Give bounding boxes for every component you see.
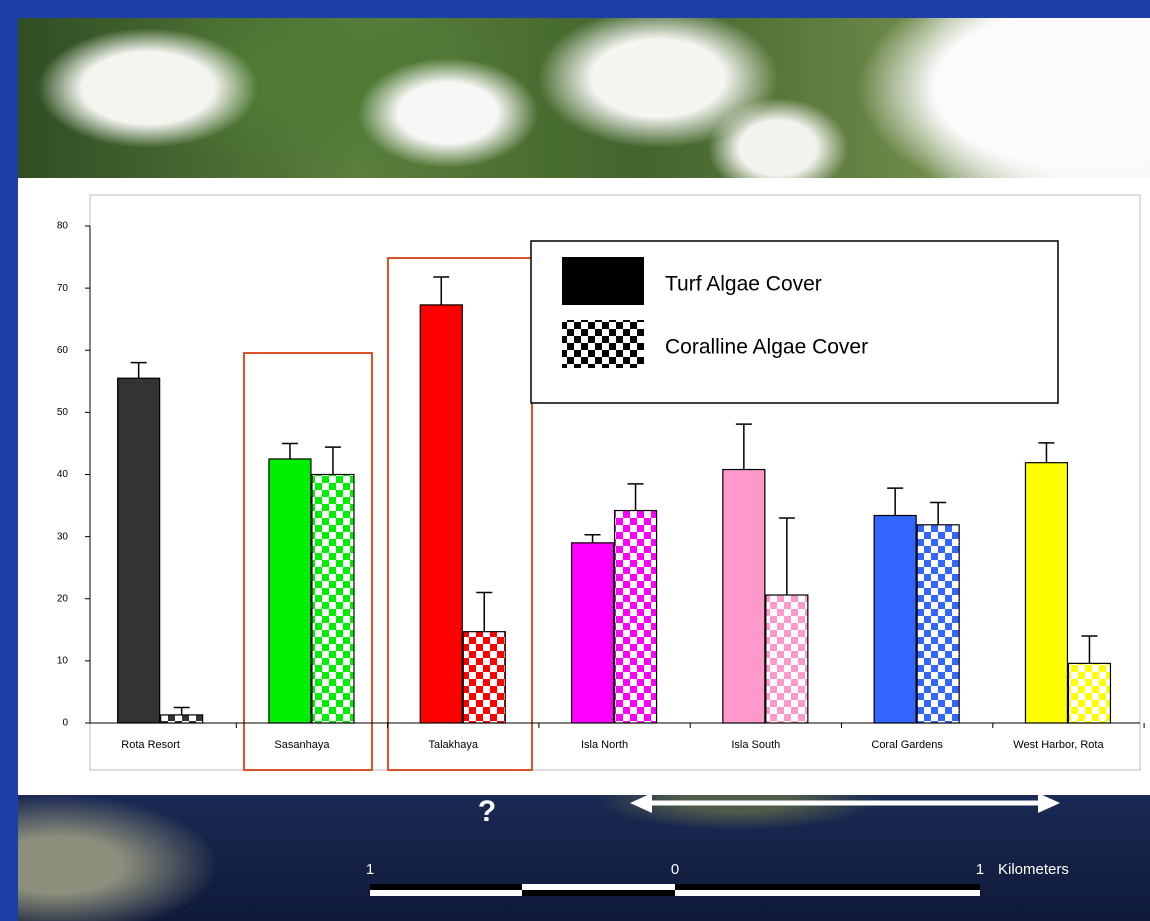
error-bar [433, 277, 449, 305]
error-bar [779, 518, 795, 595]
scale-label: 1 [976, 861, 984, 878]
bar [161, 715, 203, 723]
error-bar [1038, 443, 1054, 463]
error-bar [585, 535, 601, 543]
screen: ? 1 0 1 Kilometers 0 10 20 30 40 50 60 70 80 Rota… [0, 0, 1150, 921]
x-tick-label: Rota Resort [121, 739, 180, 751]
bar [917, 525, 959, 723]
error-bar [476, 593, 492, 632]
error-bar [1081, 636, 1097, 663]
bar [572, 543, 614, 723]
legend-label: Turf Algae Cover [665, 273, 822, 296]
legend-swatch [562, 320, 644, 368]
bar [723, 470, 765, 723]
error-bar [628, 484, 644, 511]
y-tick-label: 60 [57, 345, 69, 356]
x-tick-label: Isla North [581, 739, 628, 751]
y-tick-label: 30 [57, 531, 69, 542]
chart: ? 1 0 1 Kilometers 0 10 20 30 40 50 60 70 80 Rota… [0, 0, 1150, 921]
bar [766, 595, 808, 723]
error-bar [131, 363, 147, 379]
error-bar [736, 424, 752, 469]
legend-label: Coralline Algae Cover [665, 336, 868, 359]
x-tick-label: Talakhaya [428, 739, 478, 751]
y-tick-label: 50 [57, 407, 69, 418]
bar [1025, 463, 1067, 723]
x-tick-label: Coral Gardens [871, 739, 943, 751]
scale-label: 0 [671, 861, 679, 878]
bar [118, 378, 160, 723]
scale-unit: Kilometers [998, 861, 1069, 878]
scale-label: 1 [366, 861, 374, 878]
x-tick-label: West Harbor, Rota [1013, 739, 1104, 751]
y-tick-label: 20 [57, 593, 69, 604]
error-bar [174, 707, 190, 714]
bar [420, 305, 462, 723]
bar [463, 632, 505, 723]
y-tick-label: 40 [57, 469, 69, 480]
y-tick-label: 70 [57, 283, 69, 294]
x-tick-label: Isla South [731, 739, 780, 751]
bar [269, 459, 311, 723]
y-tick-label: 0 [62, 718, 68, 729]
error-bar [282, 443, 298, 459]
bar [615, 511, 657, 723]
error-bar [930, 502, 946, 524]
x-tick-label: Sasanhaya [274, 739, 330, 751]
bar [312, 475, 354, 724]
bar [874, 516, 916, 723]
map-marker: ? [478, 795, 496, 828]
range-arrow [630, 793, 1060, 813]
y-tick-label: 80 [57, 221, 69, 232]
error-bar [887, 488, 903, 515]
error-bar [325, 447, 341, 474]
bar [1068, 663, 1110, 723]
legend-swatch [562, 257, 644, 305]
scale-bar [370, 884, 980, 896]
y-tick-label: 10 [57, 656, 69, 667]
